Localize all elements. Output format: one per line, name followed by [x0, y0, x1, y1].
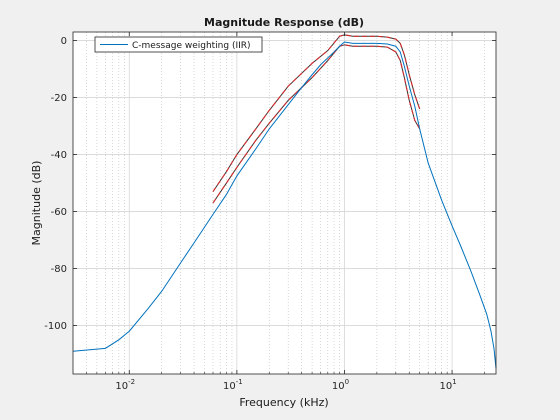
mask-line-0 [212, 34, 421, 192]
legend-box [94, 36, 263, 53]
y-tick-label: 0 [61, 36, 67, 47]
x-tick-label-base: 10 [439, 381, 452, 392]
mask-lines [212, 34, 421, 204]
y-axis-label: Magnitude (dB) [30, 161, 43, 246]
y-tick-label: -60 [51, 207, 67, 218]
x-tick-label-exponent: -1 [236, 378, 243, 386]
y-tick-label: -100 [44, 321, 67, 332]
x-tick-label-base: 10 [223, 381, 236, 392]
axes-box [72, 31, 497, 375]
x-tick-label-exponent: 0 [345, 378, 349, 386]
series-lines [72, 41, 497, 369]
x-tick-label-exponent: 1 [452, 378, 456, 386]
plot-area[interactable] [73, 32, 496, 374]
x-tick-label: 10-2 [115, 378, 135, 392]
mask-line-1 [212, 44, 421, 204]
legend[interactable]: C-message weighting (IIR) [94, 36, 263, 53]
y-tick-label: -40 [51, 150, 67, 161]
x-tick-label-base: 10 [115, 381, 128, 392]
series-line-0 [72, 41, 497, 369]
y-tick-label: -20 [51, 93, 67, 104]
x-tick-label: 100 [332, 378, 349, 392]
x-tick-label: 101 [439, 378, 456, 392]
ticks [73, 32, 496, 374]
x-axis-label: Frequency (kHz) [239, 396, 328, 409]
x-tick-label: 10-1 [223, 378, 243, 392]
legend-label: C-message weighting (IIR) [132, 41, 251, 51]
y-tick-label: -80 [51, 264, 67, 275]
chart-title: Magnitude Response (dB) [204, 16, 364, 29]
x-tick-label-exponent: -2 [128, 378, 135, 386]
x-tick-label-base: 10 [332, 381, 345, 392]
